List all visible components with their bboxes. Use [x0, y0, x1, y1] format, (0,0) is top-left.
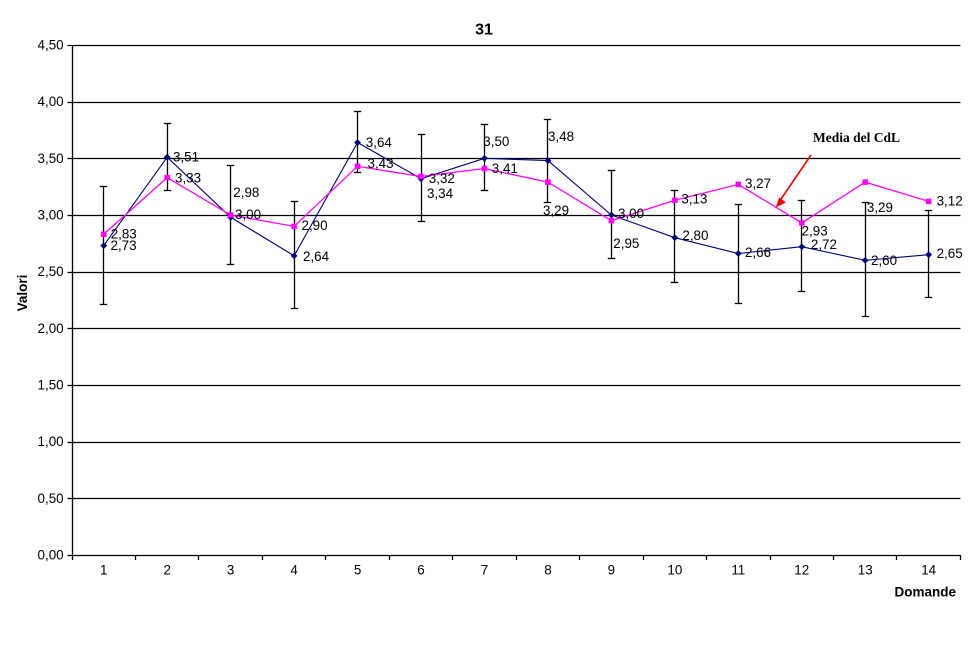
- svg-text:2: 2: [163, 563, 170, 578]
- svg-text:4,50: 4,50: [38, 38, 64, 53]
- svg-text:2,83: 2,83: [111, 226, 137, 241]
- svg-text:2,00: 2,00: [38, 321, 64, 336]
- svg-text:1: 1: [100, 563, 107, 578]
- svg-text:3,43: 3,43: [368, 156, 394, 171]
- svg-text:8: 8: [544, 563, 551, 578]
- svg-text:10: 10: [667, 563, 682, 578]
- svg-text:0,50: 0,50: [38, 491, 64, 506]
- svg-text:3,27: 3,27: [745, 176, 771, 191]
- svg-text:2,80: 2,80: [682, 228, 708, 243]
- svg-text:2,65: 2,65: [937, 246, 963, 261]
- svg-text:3,00: 3,00: [235, 207, 261, 222]
- svg-text:3,00: 3,00: [618, 206, 644, 221]
- svg-text:14: 14: [921, 563, 936, 578]
- svg-text:2,90: 2,90: [302, 218, 328, 233]
- svg-text:11: 11: [731, 563, 745, 578]
- svg-text:3,64: 3,64: [366, 135, 393, 150]
- svg-text:31: 31: [475, 22, 493, 39]
- svg-text:12: 12: [794, 563, 809, 578]
- svg-text:0,00: 0,00: [38, 548, 64, 563]
- svg-text:3,00: 3,00: [38, 208, 64, 223]
- svg-text:2,50: 2,50: [38, 264, 64, 279]
- svg-text:3,12: 3,12: [937, 194, 963, 209]
- svg-text:2,60: 2,60: [871, 253, 897, 268]
- svg-text:5: 5: [354, 563, 361, 578]
- svg-text:3,32: 3,32: [429, 171, 455, 186]
- svg-text:2,73: 2,73: [111, 238, 137, 253]
- svg-text:2,66: 2,66: [745, 245, 771, 260]
- svg-text:2,98: 2,98: [233, 185, 259, 200]
- svg-text:2,72: 2,72: [811, 237, 837, 252]
- svg-text:4: 4: [290, 563, 298, 578]
- svg-text:3,34: 3,34: [427, 186, 454, 201]
- svg-text:13: 13: [858, 563, 873, 578]
- svg-text:4,00: 4,00: [38, 94, 64, 109]
- svg-text:2,64: 2,64: [303, 249, 330, 264]
- svg-text:Media del CdL: Media del CdL: [813, 130, 900, 145]
- svg-text:1,50: 1,50: [38, 378, 64, 393]
- svg-text:3,29: 3,29: [543, 203, 569, 218]
- svg-text:3,13: 3,13: [681, 192, 707, 207]
- svg-text:3,48: 3,48: [548, 129, 574, 144]
- svg-text:6: 6: [417, 563, 424, 578]
- svg-text:7: 7: [481, 563, 488, 578]
- svg-text:9: 9: [608, 563, 615, 578]
- svg-text:2,93: 2,93: [802, 223, 828, 238]
- svg-text:3,41: 3,41: [492, 161, 518, 176]
- svg-text:2,95: 2,95: [613, 236, 639, 251]
- svg-text:Valori: Valori: [15, 275, 30, 312]
- svg-text:3,50: 3,50: [483, 134, 509, 149]
- svg-text:3,33: 3,33: [175, 171, 201, 186]
- svg-text:3,29: 3,29: [867, 200, 893, 215]
- svg-text:3: 3: [227, 563, 234, 578]
- svg-text:3,50: 3,50: [38, 151, 64, 166]
- svg-text:3,51: 3,51: [173, 149, 199, 164]
- svg-text:1,00: 1,00: [38, 434, 64, 449]
- svg-text:Domande: Domande: [894, 585, 956, 600]
